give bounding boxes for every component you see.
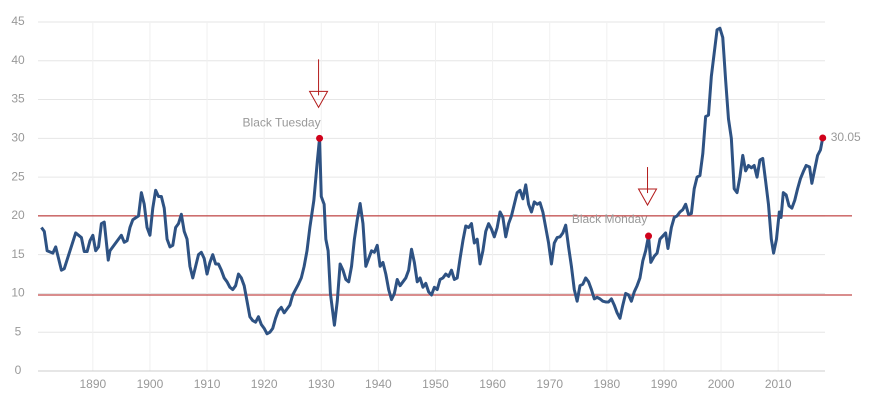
x-tick-label: 1950 [422, 377, 449, 391]
y-tick-label: 30 [11, 131, 25, 145]
y-tick-label: 15 [11, 247, 25, 261]
y-tick-label: 20 [11, 208, 25, 222]
x-tick-label: 1900 [137, 377, 164, 391]
y-tick-label: 45 [11, 14, 25, 28]
x-tick-label: 2000 [708, 377, 735, 391]
value-label: 30.05 [831, 130, 861, 144]
highlight-point [819, 134, 827, 142]
annotation-arrowhead [637, 188, 658, 207]
x-tick-label: 1910 [194, 377, 221, 391]
x-tick-label: 2010 [765, 377, 792, 391]
annotation-arrowhead [308, 90, 329, 109]
x-tick-label: 1990 [651, 377, 678, 391]
x-tick-label: 1890 [79, 377, 106, 391]
highlight-point [645, 232, 653, 240]
y-tick-label: 40 [11, 53, 25, 67]
highlight-point [316, 134, 324, 142]
y-tick-label: 10 [11, 286, 25, 300]
x-tick-label: 1940 [365, 377, 392, 391]
y-tick-label: 35 [11, 92, 25, 106]
annotation-label: Black Tuesday [243, 116, 321, 130]
x-tick-label: 1960 [479, 377, 506, 391]
x-tick-label: 1920 [251, 377, 278, 391]
line-series [40, 26, 825, 336]
y-tick-label: 0 [15, 363, 22, 377]
y-tick-label: 5 [15, 324, 22, 338]
annotation-label: Black Monday [572, 212, 647, 226]
y-tick-label: 25 [11, 169, 25, 183]
x-tick-label: 1930 [308, 377, 335, 391]
x-tick-label: 1980 [593, 377, 620, 391]
x-tick-label: 1970 [536, 377, 563, 391]
